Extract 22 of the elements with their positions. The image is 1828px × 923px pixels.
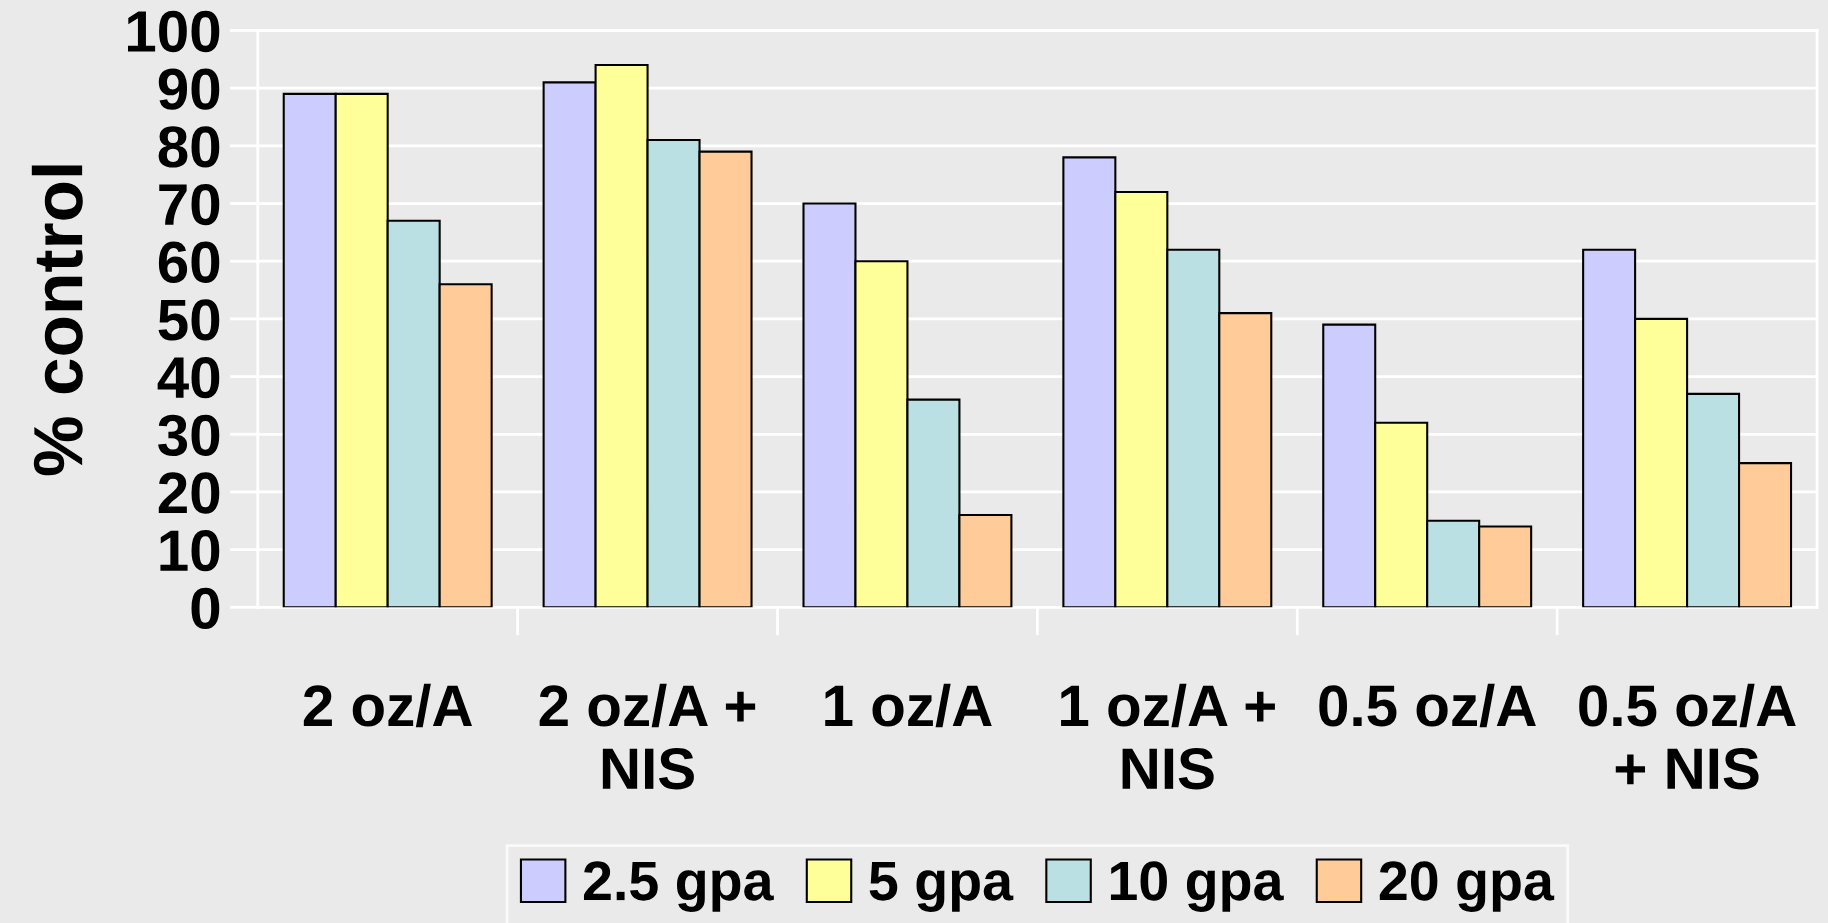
x-tick-label: 2 oz/A <box>303 683 473 728</box>
x-tick-label: 1 oz/A + NIS <box>1061 683 1275 790</box>
y-tick-label: 10 <box>160 530 220 572</box>
legend-label: 2.5 gpa <box>583 861 774 912</box>
y-tick-label: 30 <box>158 414 220 457</box>
y-tick-label: 20 <box>158 472 220 514</box>
y-axis-title: % control <box>31 165 83 476</box>
y-tick-label: 80 <box>158 126 220 168</box>
y-tick-label: 0 <box>191 587 220 630</box>
x-tick-label: 0.5 oz/A <box>1319 683 1536 728</box>
legend-label: 20 gpa <box>1379 861 1555 912</box>
legend-label: 5 gpa <box>869 861 1014 912</box>
x-tick-label: 1 oz/A <box>825 683 992 728</box>
y-tick-label: 100 <box>127 10 220 53</box>
x-tick-label: 0.5 oz/A + NIS <box>1579 683 1796 790</box>
y-tick-label: 90 <box>158 68 220 110</box>
y-tick-label: 60 <box>158 241 220 283</box>
y-tick-label: 70 <box>159 183 220 226</box>
legend-label: 10 gpa <box>1110 861 1284 912</box>
x-tick-label: 2 oz/A + NIS <box>539 683 756 790</box>
y-tick-label: 50 <box>158 299 220 341</box>
y-tick-label: 40 <box>157 356 220 399</box>
